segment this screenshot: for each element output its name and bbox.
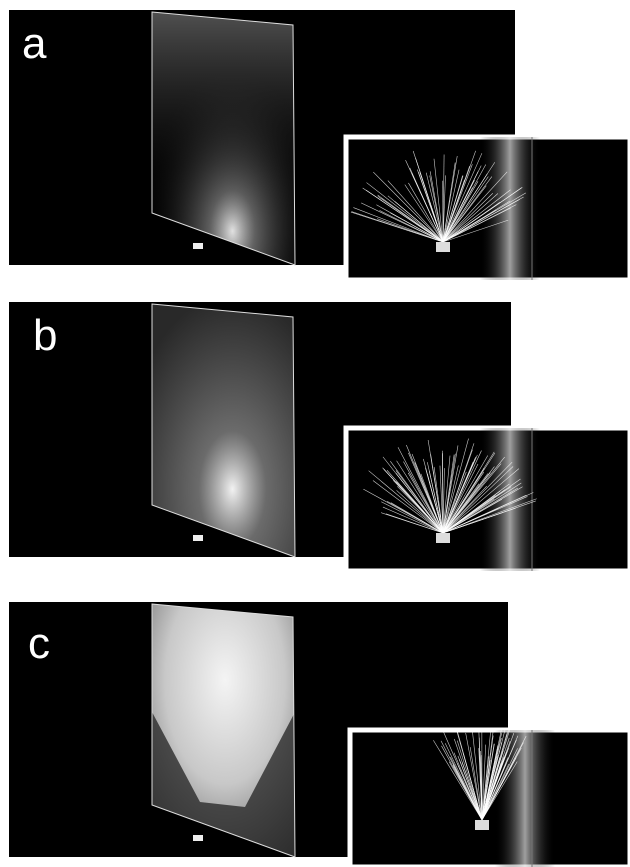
- panel-label: a: [22, 19, 47, 68]
- panel-label: b: [33, 311, 57, 360]
- panel: b: [9, 302, 630, 571]
- inset-source: [436, 242, 450, 252]
- inset-source: [475, 820, 489, 830]
- figure: a b c: [0, 0, 630, 867]
- inset-source: [436, 533, 450, 543]
- light-source: [193, 835, 203, 841]
- panel: a: [9, 10, 630, 280]
- inset-screen: [495, 730, 555, 867]
- panel: c: [9, 602, 630, 867]
- light-source: [193, 535, 203, 541]
- panel-label: c: [28, 619, 50, 668]
- light-source: [193, 243, 203, 249]
